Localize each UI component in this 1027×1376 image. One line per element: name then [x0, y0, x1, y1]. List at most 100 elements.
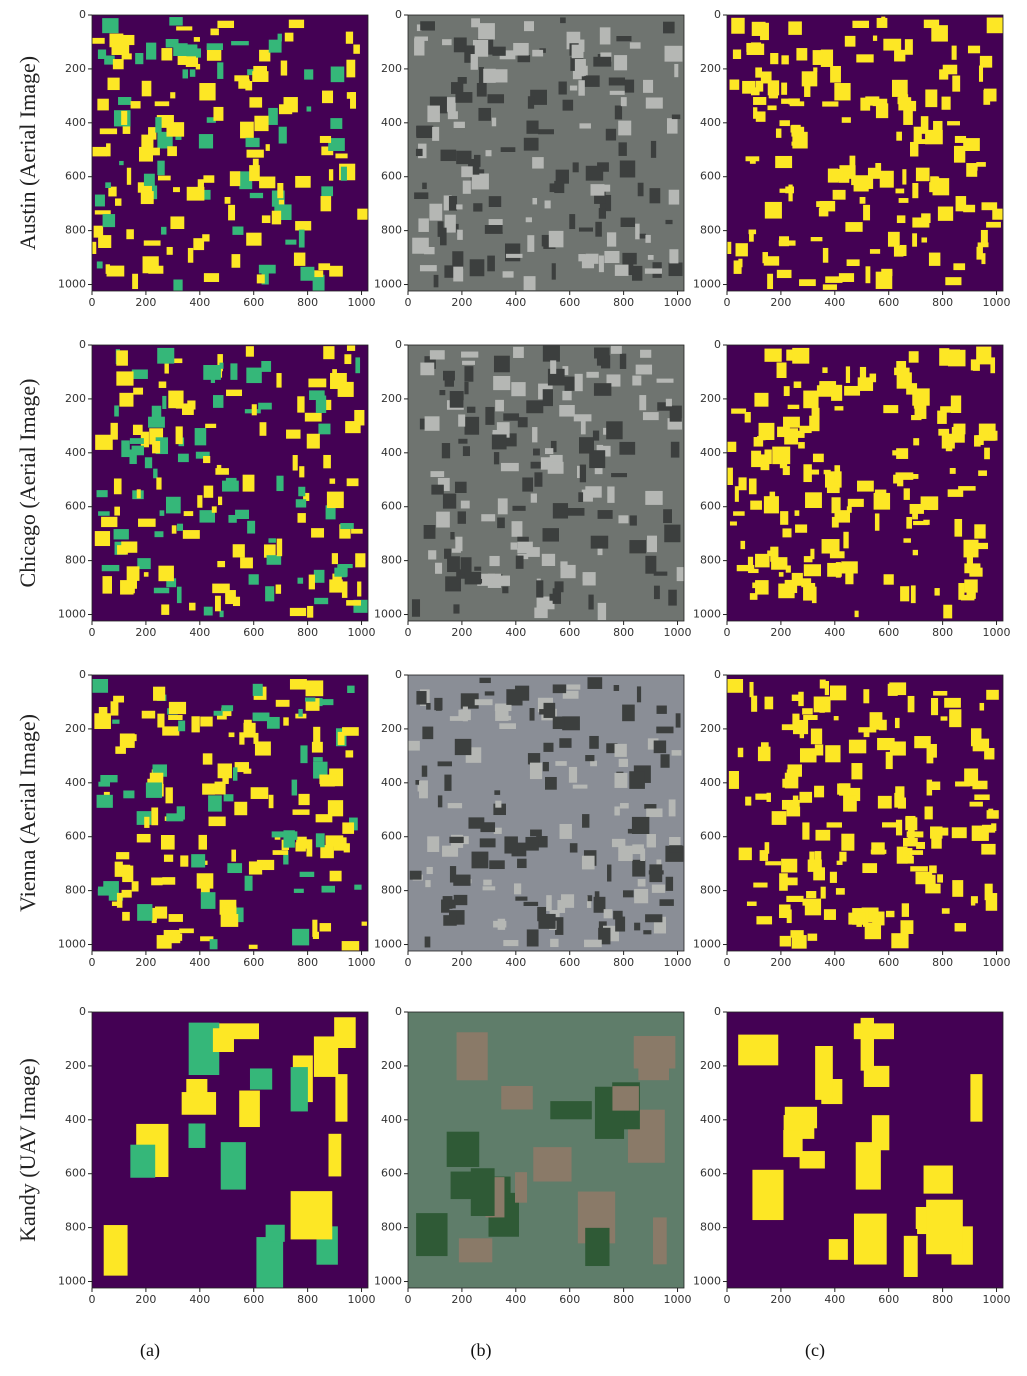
building — [458, 1238, 493, 1263]
building — [144, 457, 153, 469]
building — [286, 429, 301, 439]
building — [898, 94, 909, 111]
y-tick-label: 200 — [381, 62, 402, 75]
building — [170, 92, 176, 99]
building — [329, 478, 336, 484]
building — [568, 766, 578, 783]
building — [157, 347, 175, 364]
building — [208, 816, 226, 827]
building — [832, 189, 846, 200]
building — [496, 715, 512, 721]
building — [212, 583, 230, 594]
building — [203, 364, 221, 380]
building — [115, 746, 126, 754]
building — [848, 739, 867, 754]
building — [552, 716, 565, 730]
building — [224, 196, 231, 204]
x-tick-label: 600 — [243, 626, 264, 639]
building — [329, 579, 343, 593]
building — [550, 1101, 592, 1120]
x-tick-label: 0 — [405, 296, 412, 309]
x-tick-label: 600 — [559, 1293, 580, 1306]
building — [361, 921, 367, 926]
building — [457, 77, 467, 84]
building — [295, 499, 307, 508]
building — [809, 851, 815, 863]
building — [248, 944, 258, 949]
x-tick-label: 800 — [932, 296, 953, 309]
building — [597, 510, 613, 519]
building — [493, 375, 511, 391]
building — [533, 1147, 572, 1182]
building — [415, 780, 420, 785]
building — [173, 279, 183, 291]
y-tick-label: 1000 — [693, 278, 721, 291]
building — [972, 780, 988, 790]
building — [170, 216, 185, 230]
building — [735, 243, 748, 257]
building — [136, 833, 151, 843]
building — [972, 738, 990, 752]
building — [446, 1131, 480, 1167]
building — [442, 845, 459, 857]
building — [781, 55, 789, 65]
building — [605, 128, 617, 141]
building — [156, 477, 162, 490]
building — [629, 771, 645, 789]
building — [541, 553, 556, 566]
building — [494, 790, 501, 795]
building — [727, 441, 737, 452]
building — [970, 359, 979, 371]
building — [433, 274, 439, 288]
building — [351, 528, 363, 534]
x-tick-label: 200 — [135, 956, 156, 969]
building — [587, 895, 593, 902]
building — [791, 694, 802, 702]
building — [847, 796, 854, 804]
building — [587, 677, 603, 689]
building — [411, 599, 421, 617]
building — [318, 263, 331, 271]
building — [764, 696, 774, 710]
building — [579, 464, 587, 483]
building — [728, 771, 739, 789]
building — [865, 266, 871, 284]
building — [453, 894, 468, 906]
building — [753, 882, 768, 888]
building — [536, 836, 548, 848]
building — [471, 851, 489, 869]
building — [618, 142, 627, 156]
building — [860, 1017, 874, 1071]
building — [945, 277, 962, 286]
building — [530, 89, 547, 105]
building — [447, 556, 460, 573]
x-tick-label: 400 — [189, 296, 210, 309]
y-tick-label: 600 — [381, 830, 402, 843]
x-tick-label: 1000 — [983, 956, 1011, 969]
y-tick-label: 200 — [65, 62, 86, 75]
building — [495, 800, 502, 808]
panel-image — [727, 1012, 1003, 1288]
panel-frame — [91, 674, 369, 952]
building — [517, 55, 531, 63]
building — [122, 865, 134, 883]
building — [555, 761, 567, 766]
building — [902, 837, 918, 847]
y-tick-label: 400 — [65, 446, 86, 459]
building — [779, 935, 791, 947]
building — [974, 524, 986, 539]
building — [158, 381, 167, 388]
building — [799, 791, 813, 803]
building — [629, 540, 647, 554]
building — [167, 146, 177, 157]
building — [432, 126, 440, 141]
building — [471, 18, 481, 28]
building — [926, 746, 934, 764]
x-tick-label: 0 — [405, 1293, 412, 1306]
building — [990, 357, 996, 374]
building — [116, 852, 130, 860]
building — [569, 85, 578, 91]
building — [146, 42, 157, 60]
building — [786, 877, 798, 886]
